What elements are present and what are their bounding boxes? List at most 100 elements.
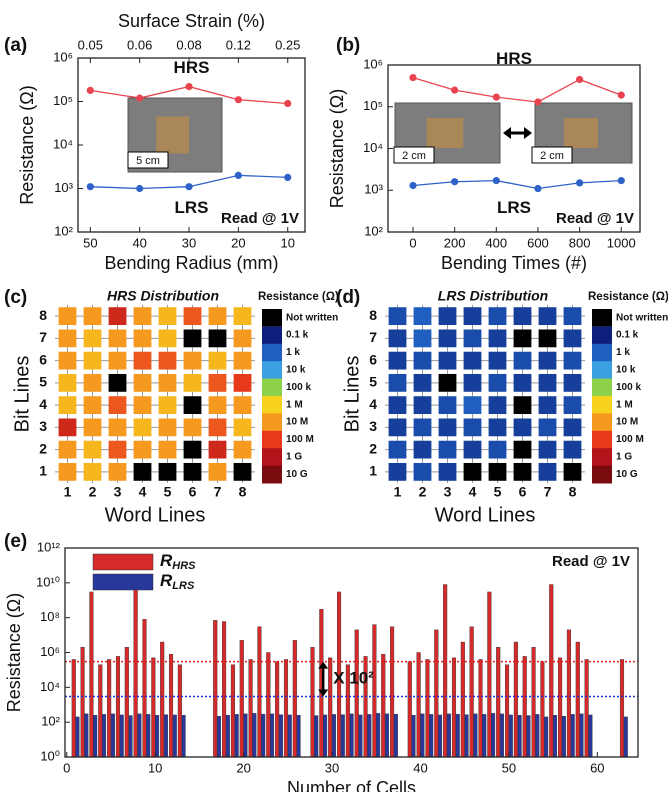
y-tick-label: 10⁵ — [53, 93, 73, 108]
heatmap-cell — [108, 307, 127, 326]
heatmap-cell — [83, 396, 102, 415]
bar — [269, 713, 275, 758]
heatmap-cell — [513, 440, 532, 459]
colorbar-swatch — [262, 413, 282, 432]
bar — [234, 714, 239, 758]
panel-label: (b) — [336, 35, 360, 56]
bar — [460, 641, 465, 758]
heatmap-cell — [83, 373, 102, 392]
legend-swatch — [92, 553, 154, 571]
bar — [296, 715, 301, 758]
x-tick-label: 1 — [64, 484, 72, 500]
data-point — [234, 96, 242, 104]
bar — [425, 659, 430, 758]
bar — [110, 713, 115, 758]
bar — [292, 640, 297, 758]
colorbar-null-label: Not written — [286, 312, 338, 323]
colorbar-label: 1 M — [616, 399, 633, 410]
heatmap-cell — [463, 462, 482, 481]
heatmap-cell — [183, 396, 202, 415]
heatmap-cell — [183, 462, 202, 481]
heatmap-cell — [413, 307, 432, 326]
bar — [323, 714, 328, 758]
heatmap-cell — [58, 329, 77, 348]
bar — [522, 656, 527, 758]
bar — [181, 715, 186, 758]
data-point — [409, 181, 417, 190]
heatmap-cell — [208, 396, 227, 415]
bar — [177, 664, 182, 758]
heatmap-cell — [58, 462, 77, 481]
heatmap-cell — [388, 418, 407, 437]
colorbar-null — [262, 309, 282, 327]
x-tick-label: 20 — [236, 760, 250, 775]
heatmap-cell — [513, 396, 532, 415]
bar — [588, 714, 593, 758]
y-tick-label: 1 — [39, 463, 47, 479]
bar — [80, 647, 85, 758]
x2-tick-label: 0.12 — [226, 37, 251, 52]
y-tick-label: 8 — [369, 307, 377, 323]
heatmap-cell — [388, 351, 407, 370]
heatmap-cell — [563, 418, 582, 437]
bar — [517, 715, 522, 758]
x-axis-label: Word Lines — [435, 504, 536, 526]
x-tick-label: 5 — [164, 484, 172, 500]
heatmap-cell — [488, 462, 507, 481]
heatmap-cell — [388, 396, 407, 415]
bar — [283, 659, 289, 758]
x-tick-label: 0 — [63, 760, 70, 775]
heatmap-cell — [413, 329, 432, 348]
heatmap-cell — [233, 351, 252, 370]
heatmap-cell — [513, 329, 532, 348]
legend-swatch — [92, 573, 154, 591]
colorbar-label: 10 k — [286, 365, 306, 376]
x-tick-label: 20 — [231, 235, 245, 250]
colorbar-swatch — [592, 326, 612, 345]
bar — [504, 664, 510, 758]
heatmap-cell — [183, 418, 202, 437]
data-point — [185, 183, 193, 191]
heatmap-cell — [208, 418, 227, 437]
bar — [331, 714, 336, 758]
x-axis-label: Bending Radius (mm) — [104, 253, 278, 273]
bar — [367, 714, 372, 758]
bar — [575, 641, 580, 758]
heatmap-cell — [513, 462, 532, 481]
y-tick-label: 10⁴ — [40, 679, 60, 694]
y-tick-label: 2 — [369, 440, 377, 456]
bar — [243, 713, 248, 758]
heatmap-cell — [413, 440, 432, 459]
heatmap-cell — [513, 307, 532, 326]
bar — [443, 584, 448, 758]
x-tick-label: 8 — [239, 484, 247, 500]
heatmap-cell — [208, 373, 227, 392]
heatmap-cell — [438, 418, 457, 437]
heatmap-cell — [183, 329, 202, 348]
scale-bar-box — [127, 151, 169, 169]
colorbar-swatch — [592, 413, 612, 432]
x-tick-label: 3 — [444, 484, 452, 500]
heatmap-cell — [463, 440, 482, 459]
data-point — [576, 75, 584, 84]
bar — [146, 714, 151, 758]
heatmap-cell — [183, 440, 202, 459]
data-point — [451, 178, 459, 186]
x-tick-label: 4 — [469, 484, 477, 500]
heatmap-cell — [133, 351, 152, 370]
colorbar-null-label: Not written — [616, 312, 668, 323]
y-tick-label: 10¹⁰ — [36, 574, 60, 589]
panel-label: (e) — [4, 531, 27, 552]
y-tick-label: 10⁰ — [40, 748, 60, 763]
heatmap-cell — [158, 396, 177, 415]
heatmap-cell — [563, 373, 582, 392]
bar — [416, 652, 421, 758]
colorbar-swatch — [592, 361, 612, 380]
colorbar-swatch — [592, 465, 612, 484]
heatmap-cell — [83, 351, 102, 370]
bar — [142, 619, 147, 758]
colorbar-label: 10 G — [286, 469, 308, 480]
heatmap-cell — [413, 462, 432, 481]
bar — [544, 716, 549, 758]
heatmap-cell — [488, 307, 507, 326]
